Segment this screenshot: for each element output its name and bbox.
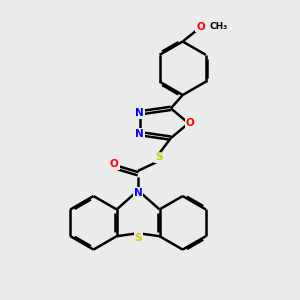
Text: O: O [186, 118, 194, 128]
Text: S: S [134, 233, 142, 243]
Text: O: O [110, 159, 119, 169]
Text: N: N [135, 129, 144, 139]
Text: N: N [134, 188, 142, 198]
Text: S: S [155, 152, 163, 162]
Text: N: N [135, 108, 144, 118]
Text: CH₃: CH₃ [209, 22, 227, 31]
Text: O: O [196, 22, 205, 32]
